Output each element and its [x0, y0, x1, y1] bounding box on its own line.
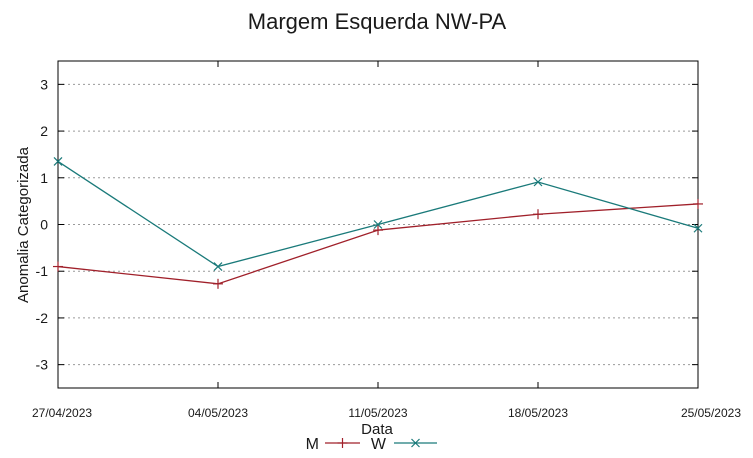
y-tick-label: 2 — [40, 123, 48, 139]
x-tick-label: 27/04/2023 — [32, 406, 92, 420]
series-line-M — [57, 203, 699, 285]
data-point — [533, 209, 543, 220]
data-point — [373, 220, 383, 229]
x-axis: 27/04/2023 04/05/2023 11/05/2023 18/05/2023… — [32, 61, 741, 420]
data-point — [693, 223, 703, 233]
x-tick-label: 18/05/2023 — [508, 406, 568, 420]
data-point — [373, 225, 383, 236]
data-point — [53, 157, 63, 166]
x-tick-label: 11/05/2023 — [348, 406, 407, 420]
data-point — [337, 438, 348, 448]
x-tick-label: 04/05/2023 — [188, 406, 248, 420]
data-point — [533, 177, 543, 187]
data-point — [411, 438, 420, 448]
y-tick-label: -3 — [36, 357, 49, 373]
y-tick-label: -1 — [36, 263, 49, 279]
series-layer — [53, 157, 703, 289]
y-tick-label: -2 — [36, 310, 49, 326]
y-axis: -3 -2 -1 0 1 2 3 — [36, 76, 698, 373]
x-tick-label: 25/05/2023 — [681, 406, 741, 420]
data-point — [213, 262, 223, 271]
y-tick-label: 1 — [40, 170, 48, 186]
legend-label-W: W — [371, 436, 387, 453]
series-line-W — [57, 160, 699, 268]
y-tick-label: 0 — [40, 217, 48, 233]
y-tick-label: 3 — [40, 76, 48, 92]
data-point — [53, 261, 63, 272]
data-point — [693, 198, 703, 209]
chart-title: Margem Esquerda NW-PA — [248, 9, 507, 34]
x-axis-label: Data — [361, 421, 393, 438]
y-axis-label: Anomalia Categorizada — [15, 146, 32, 303]
data-point — [213, 278, 223, 289]
legend-label-M: M — [306, 436, 319, 453]
